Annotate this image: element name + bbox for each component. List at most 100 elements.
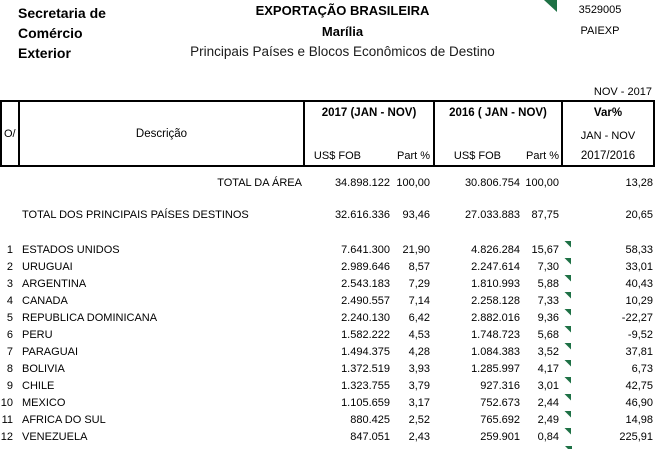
row-usd-2016: 2.882.016 bbox=[471, 311, 520, 324]
row-rank: 8 bbox=[6, 362, 13, 375]
title-block: EXPORTAÇÃO BRASILEIRA Marília Principais… bbox=[30, 3, 655, 59]
report-city: Marília bbox=[321, 24, 364, 39]
row-country: VENEZUELA bbox=[22, 430, 88, 443]
row-var: -22,27 bbox=[621, 311, 653, 324]
row-rank: 11 bbox=[1, 413, 13, 426]
row-part-2016: 7,30 bbox=[537, 260, 559, 273]
report-subtitle: Principais Países e Blocos Econômicos de… bbox=[190, 44, 495, 59]
row-part-2017: 7,14 bbox=[408, 294, 430, 307]
total-label: TOTAL DOS PRINCIPAIS PAÍSES DESTINOS bbox=[22, 208, 249, 221]
excel-flag-icon bbox=[564, 274, 571, 282]
total-row: TOTAL DA ÁREA 34.898.122 100,00 30.806.7… bbox=[0, 175, 665, 192]
row-usd-2016: 927.316 bbox=[480, 379, 520, 392]
row-part-2016: 3,01 bbox=[537, 379, 559, 392]
group-2017-label: 2017 (JAN - NOV) bbox=[321, 107, 417, 119]
row-var: 37,81 bbox=[625, 345, 653, 358]
table-row: 4 CANADA 2.490.557 7,14 2.258.128 7,33 1… bbox=[0, 291, 665, 310]
code-block: 3529005 PAIEXP bbox=[555, 4, 645, 37]
row-part-2016: 7,33 bbox=[537, 294, 559, 307]
row-usd-2016: 765.692 bbox=[480, 413, 520, 426]
total-usd-2016: 27.033.883 bbox=[464, 208, 520, 221]
org-line-2: Comércio bbox=[18, 25, 83, 41]
total-var: 20,65 bbox=[625, 208, 653, 221]
row-var: 6,73 bbox=[631, 362, 653, 375]
column-group-2017: 2017 (JAN - NOV) US$ FOB Part % bbox=[305, 102, 435, 165]
period-label: NOV - 2017 bbox=[593, 86, 652, 98]
table-row: 6 PERU 1.582.222 4,53 1.748.723 5,68 -9,… bbox=[0, 325, 665, 344]
row-var: 42,75 bbox=[625, 379, 653, 392]
excel-flag-icon bbox=[564, 376, 571, 384]
row-country: ARGENTINA bbox=[22, 277, 87, 290]
excel-flag-icon bbox=[564, 427, 571, 435]
row-usd-2017: 847.051 bbox=[350, 430, 390, 443]
row-country: CANADA bbox=[22, 294, 68, 307]
var-label: Var% bbox=[593, 107, 623, 119]
row-country: REPUBLICA DOMINICANA bbox=[22, 311, 158, 324]
usd-fob-2016-label: US$ FOB bbox=[453, 150, 501, 162]
excel-flag-icon bbox=[564, 393, 571, 401]
report-code: PAIEXP bbox=[580, 25, 620, 37]
row-var: 225,91 bbox=[619, 430, 653, 443]
row-usd-2017: 880.425 bbox=[350, 413, 390, 426]
row-part-2017: 2,52 bbox=[408, 413, 430, 426]
row-rank: 6 bbox=[6, 328, 13, 341]
total-row: TOTAL DOS PRINCIPAIS PAÍSES DESTINOS 32.… bbox=[0, 207, 665, 224]
row-part-2017: 8,57 bbox=[408, 260, 430, 273]
part-2016-label: Part % bbox=[525, 150, 559, 162]
row-part-2017: 4,28 bbox=[408, 345, 430, 358]
excel-flag-icon bbox=[564, 342, 571, 350]
column-group-2016: 2016 ( JAN - NOV) US$ FOB Part % bbox=[435, 102, 563, 165]
row-part-2016: 2,44 bbox=[537, 396, 559, 409]
row-var: 58,33 bbox=[625, 243, 653, 256]
row-usd-2017: 2.543.183 bbox=[341, 277, 390, 290]
row-usd-2016: 752.673 bbox=[480, 396, 520, 409]
row-usd-2017: 1.323.755 bbox=[341, 379, 390, 392]
row-usd-2016: 1.748.723 bbox=[471, 328, 520, 341]
row-var: 33,01 bbox=[625, 260, 653, 273]
row-country: PERU bbox=[22, 328, 53, 341]
row-usd-2017: 7.641.300 bbox=[341, 243, 390, 256]
row-country: BOLIVIA bbox=[22, 362, 65, 375]
row-rank: 1 bbox=[6, 243, 13, 256]
total-part-2016: 87,75 bbox=[531, 208, 559, 221]
row-usd-2017: 1.582.222 bbox=[341, 328, 390, 341]
row-var: -9,52 bbox=[627, 328, 653, 341]
row-rank: 2 bbox=[6, 260, 13, 273]
excel-flag-icon bbox=[564, 410, 571, 418]
table-row: 3 ARGENTINA 2.543.183 7,29 1.810.993 5,8… bbox=[0, 274, 665, 293]
row-rank: 12 bbox=[0, 430, 13, 443]
org-line-1: Secretaria de bbox=[18, 5, 106, 21]
var-sub2-label: 2017/2016 bbox=[580, 150, 636, 162]
row-part-2017: 3,17 bbox=[408, 396, 430, 409]
row-rank: 7 bbox=[6, 345, 13, 358]
row-part-2016: 3,52 bbox=[537, 345, 559, 358]
total-part-2016: 100,00 bbox=[525, 176, 559, 189]
row-part-2017: 3,79 bbox=[408, 379, 430, 392]
row-var: 10,29 bbox=[625, 294, 653, 307]
row-usd-2016: 4.826.284 bbox=[471, 243, 520, 256]
column-header-description: Descrição bbox=[20, 102, 305, 165]
table-row: 7 PARAGUAI 1.494.375 4,28 1.084.383 3,52… bbox=[0, 342, 665, 361]
table-header: O/ Descrição 2017 (JAN - NOV) US$ FOB Pa… bbox=[0, 100, 655, 167]
row-rank: 10 bbox=[0, 396, 13, 409]
row-usd-2017: 2.490.557 bbox=[341, 294, 390, 307]
row-usd-2016: 1.810.993 bbox=[471, 277, 520, 290]
total-var: 13,28 bbox=[625, 176, 653, 189]
row-var: 14,98 bbox=[625, 413, 653, 426]
row-rank: 9 bbox=[6, 379, 13, 392]
excel-flag-icon bbox=[564, 240, 571, 248]
usd-fob-2017-label: US$ FOB bbox=[313, 150, 361, 162]
row-rank: 3 bbox=[6, 277, 13, 290]
report-title: EXPORTAÇÃO BRASILEIRA bbox=[255, 3, 430, 18]
excel-flag-icon bbox=[564, 291, 571, 299]
row-usd-2017: 1.494.375 bbox=[341, 345, 390, 358]
row-usd-2017: 1.372.519 bbox=[341, 362, 390, 375]
area-code: 3529005 bbox=[578, 4, 622, 16]
total-part-2017: 100,00 bbox=[396, 176, 430, 189]
table-row: 5 REPUBLICA DOMINICANA 2.240.130 6,42 2.… bbox=[0, 308, 665, 327]
table-row: 10 MEXICO 1.105.659 3,17 752.673 2,44 46… bbox=[0, 393, 665, 412]
row-part-2016: 0,84 bbox=[537, 430, 559, 443]
row-rank: 5 bbox=[6, 311, 13, 324]
total-usd-2017: 34.898.122 bbox=[334, 176, 390, 189]
